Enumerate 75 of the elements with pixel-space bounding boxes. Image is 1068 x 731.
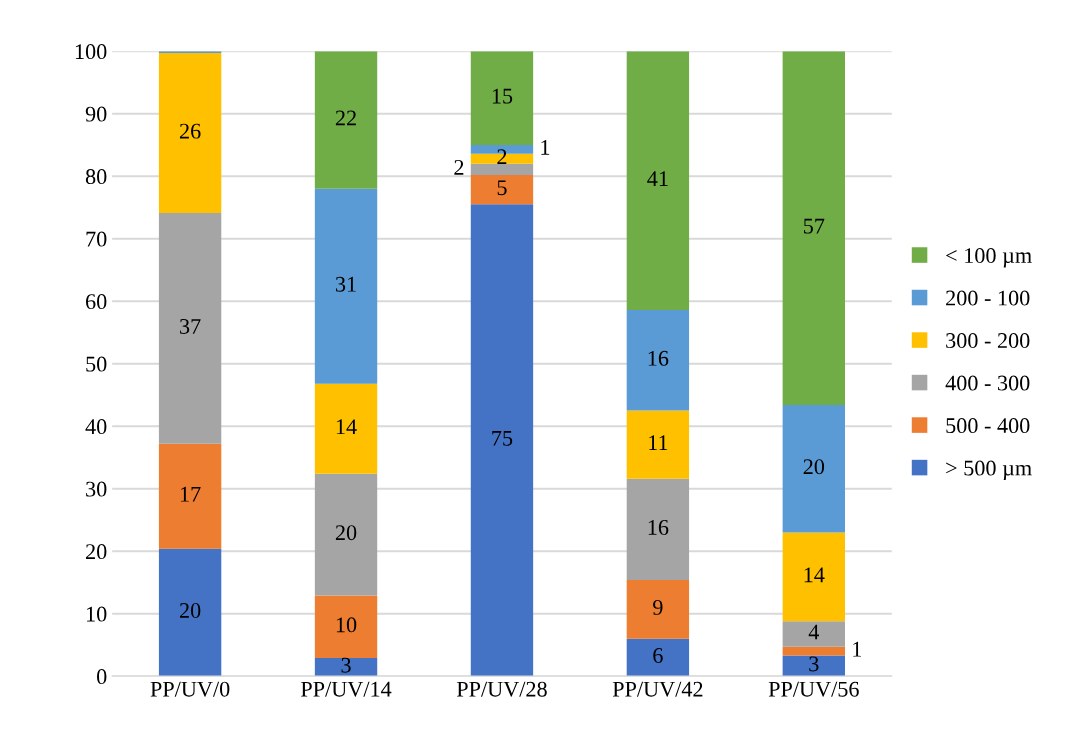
bar bbox=[626, 579, 690, 639]
y-tick-label: 20 bbox=[86, 544, 107, 560]
bar bbox=[626, 309, 690, 411]
data-label: 16 bbox=[648, 519, 669, 535]
y-tick-label: 60 bbox=[86, 294, 107, 310]
legend-label: > 500 µm bbox=[946, 460, 1032, 481]
bar bbox=[158, 443, 222, 549]
data-label: 2 bbox=[454, 159, 464, 175]
data-label: 14 bbox=[804, 567, 825, 583]
bar bbox=[314, 473, 378, 596]
data-label: 15 bbox=[492, 88, 513, 104]
data-label: 37 bbox=[180, 318, 201, 334]
x-tick-label: PP/UV/28 bbox=[456, 681, 547, 697]
bar bbox=[314, 51, 378, 189]
bar bbox=[470, 204, 534, 677]
data-label: 31 bbox=[335, 276, 356, 292]
bar bbox=[470, 163, 534, 175]
legend-label: 400 - 300 bbox=[945, 375, 1030, 391]
bar bbox=[782, 655, 845, 677]
x-tick-label: PP/UV/56 bbox=[768, 681, 859, 697]
data-label: 3 bbox=[341, 657, 351, 673]
data-label: 22 bbox=[335, 110, 356, 126]
bar bbox=[782, 404, 845, 533]
data-label: 1 bbox=[853, 641, 862, 657]
bar bbox=[470, 51, 534, 145]
y-tick-label: 30 bbox=[86, 481, 107, 497]
bar bbox=[626, 410, 690, 479]
data-label: 26 bbox=[179, 123, 201, 139]
data-label: 20 bbox=[803, 459, 825, 475]
data-label: 9 bbox=[653, 599, 663, 615]
data-label: 20 bbox=[335, 525, 357, 541]
data-label: 16 bbox=[648, 350, 669, 366]
legend-label: < 100 µm bbox=[946, 248, 1032, 268]
bar bbox=[314, 383, 378, 474]
bar bbox=[158, 53, 222, 214]
bar bbox=[782, 621, 845, 647]
data-label: 75 bbox=[492, 431, 513, 446]
y-tick-label: 50 bbox=[86, 356, 107, 372]
data-label: 5 bbox=[497, 180, 507, 196]
y-tick-label: 80 bbox=[85, 169, 107, 185]
legend-label: 300 - 200 bbox=[946, 333, 1030, 349]
legend-label: 500 - 400 bbox=[946, 418, 1030, 434]
data-label: 3 bbox=[809, 656, 819, 672]
data-label: 10 bbox=[336, 617, 357, 633]
data-label: 11 bbox=[649, 435, 668, 450]
y-tick-label: 70 bbox=[86, 231, 107, 247]
bar bbox=[626, 478, 690, 580]
y-tick-label: 100 bbox=[75, 44, 107, 60]
bar bbox=[158, 213, 222, 444]
data-label: 1 bbox=[541, 139, 550, 155]
bar bbox=[782, 532, 845, 622]
data-label: 41 bbox=[647, 171, 668, 186]
y-tick-label: 0 bbox=[97, 669, 107, 685]
y-tick-label: 90 bbox=[85, 106, 107, 122]
data-label: 4 bbox=[808, 624, 820, 640]
data-label: 17 bbox=[180, 486, 201, 502]
x-tick-label: PP/UV/42 bbox=[612, 681, 703, 697]
bar bbox=[470, 174, 534, 205]
bar bbox=[626, 638, 690, 677]
data-label: 14 bbox=[336, 419, 357, 435]
data-label: 20 bbox=[179, 602, 201, 618]
x-tick-label: PP/UV/0 bbox=[150, 681, 230, 697]
x-tick-label: PP/UV/14 bbox=[300, 681, 392, 697]
bar bbox=[158, 548, 222, 677]
bar bbox=[314, 595, 378, 659]
bar bbox=[782, 646, 845, 656]
data-label: 6 bbox=[653, 648, 663, 663]
y-tick-label: 10 bbox=[87, 606, 107, 622]
y-tick-label: 40 bbox=[85, 419, 107, 435]
bar bbox=[626, 51, 690, 310]
bar bbox=[782, 51, 845, 405]
legend-label: 200 - 100 bbox=[946, 290, 1030, 306]
bar bbox=[314, 188, 378, 384]
bar bbox=[314, 658, 378, 677]
data-label: 57 bbox=[804, 218, 825, 234]
